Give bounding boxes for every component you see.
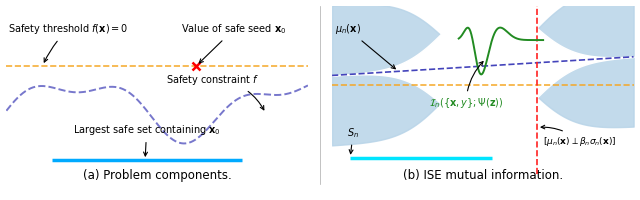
Text: (a) Problem components.: (a) Problem components. xyxy=(83,169,232,182)
Text: $[\mu_n(\mathbf{x}) \perp \beta_n\sigma_n(\mathbf{x})]$: $[\mu_n(\mathbf{x}) \perp \beta_n\sigma_… xyxy=(541,125,617,148)
Text: (b) ISE mutual information.: (b) ISE mutual information. xyxy=(403,169,563,182)
Text: $\mu_n(\mathbf{x})$: $\mu_n(\mathbf{x})$ xyxy=(335,22,396,69)
Text: Safety threshold $f(\mathbf{x}) = 0$: Safety threshold $f(\mathbf{x}) = 0$ xyxy=(8,22,128,62)
Text: $S_n$: $S_n$ xyxy=(347,126,359,154)
Text: $\mathcal{I}_n(\{\mathbf{x}, y\}; \Psi(\mathbf{z}))$: $\mathcal{I}_n(\{\mathbf{x}, y\}; \Psi(\… xyxy=(429,62,503,110)
Text: Safety constraint $f$: Safety constraint $f$ xyxy=(166,73,264,110)
Text: Value of safe seed $\mathbf{x}_0$: Value of safe seed $\mathbf{x}_0$ xyxy=(181,22,287,63)
Text: Largest safe set containing $\mathbf{x}_0$: Largest safe set containing $\mathbf{x}_… xyxy=(73,123,221,156)
